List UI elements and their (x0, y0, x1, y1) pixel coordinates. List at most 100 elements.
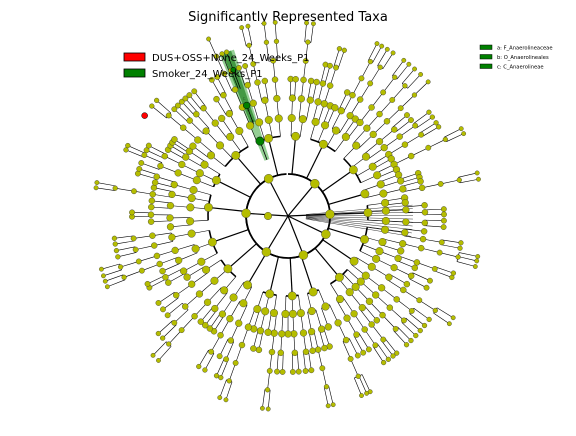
tree-node-278 (166, 342, 171, 347)
tree-node-334 (167, 215, 174, 222)
tree-node-130 (456, 255, 461, 260)
tree-node-382 (207, 152, 215, 160)
tree-node-114 (441, 224, 446, 229)
tree-node-6 (305, 40, 310, 45)
tree-node-135 (379, 238, 387, 246)
tree-edge-2 (292, 136, 296, 174)
tree-node-167 (401, 318, 406, 323)
tree-node-327 (188, 230, 196, 238)
tree-node-140 (412, 265, 418, 271)
tree-node-356 (124, 147, 129, 152)
tree-node-329 (167, 223, 174, 230)
tree-node-188 (351, 310, 358, 317)
tree-edge-359 (228, 244, 257, 269)
tree-node-402 (236, 127, 244, 135)
tree-node-258 (223, 357, 228, 362)
tree-node-311 (101, 274, 105, 278)
tree-node-266 (226, 315, 233, 322)
tree-node-261 (235, 320, 242, 327)
tree-node-337 (149, 198, 155, 204)
tree-node-173 (393, 326, 398, 331)
tree-node-227 (285, 331, 292, 338)
tree-node-31 (368, 59, 373, 64)
tree-node-24 (312, 118, 320, 126)
tree-node-300 (145, 281, 150, 286)
tree-node-63 (404, 112, 409, 117)
tree-node-95 (475, 171, 479, 175)
tree-node-249 (218, 395, 222, 399)
tree-node-212 (315, 347, 321, 353)
tree-node-286 (165, 313, 170, 318)
tree-node-415 (245, 82, 251, 88)
tree-edge-372 (158, 346, 171, 360)
tree-node-66 (376, 138, 383, 145)
tree-node-52 (418, 72, 422, 76)
tree-node-182 (359, 304, 366, 311)
tree-node-434 (264, 134, 272, 142)
tree-node-280 (192, 313, 198, 319)
tree-node-351 (154, 174, 160, 180)
tree-node-102 (361, 190, 369, 198)
tree-node-259 (217, 354, 222, 359)
tree-node-101 (380, 190, 388, 198)
tree-node-211 (320, 365, 325, 370)
tree-node-302 (180, 268, 187, 275)
tree-node-57 (426, 80, 430, 84)
tree-node-306 (103, 279, 107, 283)
tree-edge-336 (248, 252, 267, 285)
tree-edge-134 (459, 173, 478, 177)
tree-node-19 (337, 46, 342, 51)
tree-node-141 (395, 255, 402, 262)
tree-edge-36 (338, 50, 344, 68)
tree-node-293 (188, 281, 195, 288)
tree-node-373 (201, 161, 209, 169)
tree-node-118 (364, 208, 372, 216)
tree-node-232 (282, 310, 290, 318)
tree-node-252 (239, 342, 245, 348)
tree-node-390 (216, 142, 224, 150)
tree-node-156 (368, 263, 376, 271)
tree-node-323 (112, 236, 117, 241)
clade-legend: a: F_Anaerolineaceae b: O_Anaerolineales… (480, 45, 553, 71)
tree-edge-507 (152, 106, 167, 118)
tree-node-37 (378, 65, 383, 70)
tree-node-3 (288, 114, 296, 122)
tree-node-265 (218, 332, 224, 338)
tree-node-332 (129, 210, 134, 215)
tree-node-347 (188, 194, 196, 202)
tree-edge-255 (301, 256, 313, 292)
tree-node-385 (187, 118, 193, 124)
tree-node-223 (290, 369, 295, 374)
tree-node-304 (160, 268, 166, 274)
tree-edge-353 (199, 350, 209, 366)
tree-node-230 (278, 350, 284, 356)
tree-node-215 (308, 307, 316, 315)
tree-node-216 (309, 288, 317, 296)
tree-edge-496 (269, 179, 288, 216)
tree-node-423 (262, 78, 268, 84)
tree-node-187 (362, 327, 368, 333)
tree-node-12 (307, 97, 314, 104)
tree-node-89 (395, 172, 402, 179)
tree-node-60 (384, 118, 390, 124)
tree-edge-285 (290, 258, 292, 296)
tree-node-393 (201, 105, 207, 111)
clade-legend-swatch-0 (480, 45, 492, 50)
tree-node-213 (310, 348, 316, 354)
tree-node-290 (160, 307, 165, 312)
tree-node-62 (352, 142, 360, 150)
tree-node-378 (154, 98, 159, 103)
tree-edge-78 (402, 69, 414, 83)
tree-node-246 (261, 308, 269, 316)
tree-node-346 (169, 191, 176, 198)
tree-edge-573 (275, 22, 276, 41)
tree-edge-17 (311, 24, 313, 43)
tree-node-291 (156, 300, 161, 305)
tree-node-289 (211, 277, 219, 285)
tree-edge-159 (328, 228, 364, 239)
tree-node-234 (299, 251, 308, 260)
tree-edge-380 (163, 325, 177, 338)
tree-node-305 (105, 285, 109, 289)
fan-edge-1 (306, 209, 413, 215)
